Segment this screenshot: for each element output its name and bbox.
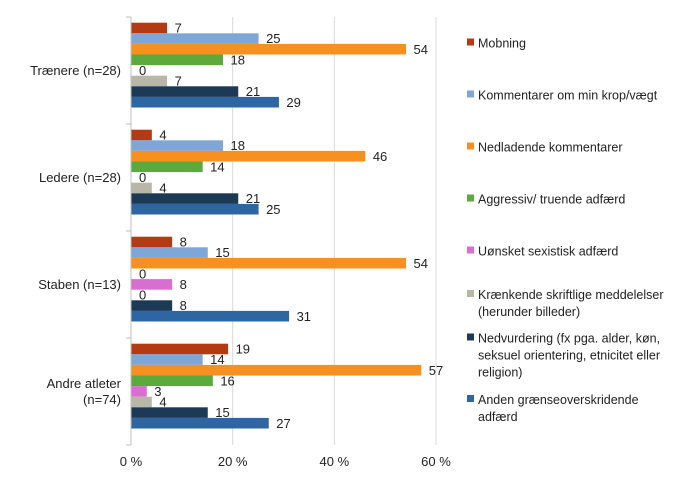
- legend-label-6: Nedvurdering (fx pga. alder, køn, seksuel…: [478, 332, 660, 380]
- value-label-staben-n-13-2: 54: [414, 256, 428, 271]
- bar-ledere-n-28-aggressiv-truende-adfærd: [131, 161, 203, 173]
- bar-andre-atleter-anden-grænseoverskridend: [131, 417, 269, 429]
- bar-trænere-n-28-mobning: [131, 22, 168, 34]
- x-tick-label-2: 40 %: [320, 454, 350, 469]
- legend: Mobning Kommentarer om min krop/vægt Nedla…: [467, 37, 664, 424]
- value-label-andre-atleter-0: 19: [236, 342, 250, 357]
- bar-andre-atleter-aggressiv-truende-adfærd: [131, 375, 213, 387]
- bars: [131, 22, 422, 429]
- legend-swatch-1: [467, 90, 474, 98]
- bar-andre-atleter-kommentarer-om-min-krop-: [131, 354, 203, 365]
- x-tick-label-0: 0 %: [120, 454, 143, 469]
- value-label-andre-atleter-6: 15: [215, 405, 229, 420]
- value-label-andre-atleter-4: 3: [154, 384, 161, 399]
- bar-ledere-n-28-nedladende-kommentarer: [131, 150, 366, 162]
- category-label-staben-n-13: Staben (n=13): [38, 277, 121, 292]
- value-label-ledere-n-28-4: 0: [139, 170, 146, 185]
- y-axis: [126, 16, 132, 446]
- bar-trænere-n-28-nedvurdering-fx-pga-alde: [131, 86, 239, 97]
- bar-trænere-n-28-aggressiv-truende-adfærd: [131, 54, 223, 66]
- bar-ledere-n-28-kommentarer-om-min-krop-: [131, 140, 223, 151]
- bar-andre-atleter-mobning: [131, 343, 229, 355]
- value-label-andre-atleter-5: 4: [159, 395, 166, 410]
- legend-label-7: Anden grænseoverskridende adfærd: [478, 393, 639, 424]
- bar-ledere-n-28-krænkende-skriftlige-med: [131, 182, 152, 194]
- value-label-andre-atleter-2: 57: [429, 363, 443, 378]
- bar-trænere-n-28-kommentarer-om-min-krop-: [131, 33, 259, 44]
- bar-trænere-n-28-krænkende-skriftlige-med: [131, 75, 168, 87]
- value-label-andre-atleter-3: 16: [220, 373, 234, 388]
- value-label-trænere-n-28-1: 25: [266, 31, 280, 46]
- value-label-staben-n-13-7: 31: [297, 309, 311, 324]
- category-label-trænere-n-28: Trænere (n=28): [30, 63, 121, 78]
- value-label-ledere-n-28-2: 46: [373, 149, 387, 164]
- bar-staben-n-13-kommentarer-om-min-krop-: [131, 247, 208, 258]
- x-tick-labels: 0 % 20 % 40 % 60 %: [120, 454, 451, 469]
- legend-swatch-0: [467, 38, 474, 46]
- bar-andre-atleter-nedvurdering-fx-pga-alde: [131, 407, 208, 418]
- legend-swatch-6: [467, 333, 474, 341]
- value-label-ledere-n-28-0: 4: [159, 128, 166, 143]
- value-label-staben-n-13-5: 0: [139, 288, 146, 303]
- bar-staben-n-13-mobning: [131, 236, 173, 248]
- bar-ledere-n-28-mobning: [131, 129, 152, 141]
- bar-ledere-n-28-anden-grænseoverskridend: [131, 203, 259, 215]
- legend-label-3: Aggressiv/ truende adfærd: [478, 193, 625, 207]
- legend-label-2: Nedladende kommentarer: [478, 141, 623, 155]
- bar-staben-n-13-uønsket-sexistisk-adfærd: [131, 279, 173, 290]
- category-label-ledere-n-28: Ledere (n=28): [39, 170, 121, 185]
- value-label-staben-n-13-0: 8: [180, 235, 187, 250]
- bar-trænere-n-28-nedladende-kommentarer: [131, 43, 406, 55]
- value-label-ledere-n-28-1: 18: [231, 138, 245, 153]
- bar-andre-atleter-uønsket-sexistisk-adfærd: [131, 386, 147, 397]
- legend-swatch-2: [467, 142, 474, 150]
- legend-label-5: Krænkende skriftlige meddelelser (herunde…: [478, 288, 664, 319]
- bar-andre-atleter-krænkende-skriftlige-med: [131, 396, 152, 408]
- value-label-andre-atleter-7: 27: [276, 416, 290, 431]
- value-label-staben-n-13-6: 8: [180, 298, 187, 313]
- bar-staben-n-13-anden-grænseoverskridend: [131, 310, 290, 322]
- category-label-andre-atleter: Andre atleter (n=74): [47, 376, 122, 407]
- legend-label-0: Mobning: [478, 37, 526, 51]
- legend-swatch-4: [467, 246, 474, 254]
- bar-staben-n-13-nedladende-kommentarer: [131, 257, 406, 269]
- value-label-ledere-n-28-6: 21: [246, 191, 260, 206]
- x-tick-label-3: 60 %: [421, 454, 451, 469]
- value-label-trænere-n-28-5: 7: [175, 74, 182, 89]
- value-label-ledere-n-28-5: 4: [159, 181, 166, 196]
- value-label-trænere-n-28-6: 21: [246, 84, 260, 99]
- gridlines: [232, 17, 437, 445]
- bar-staben-n-13-nedvurdering-fx-pga-alde: [131, 300, 173, 311]
- value-label-ledere-n-28-3: 14: [210, 159, 224, 174]
- bar-andre-atleter-nedladende-kommentarer: [131, 364, 422, 376]
- value-label-staben-n-13-4: 8: [180, 277, 187, 292]
- legend-swatch-3: [467, 194, 474, 202]
- value-label-ledere-n-28-7: 25: [266, 202, 280, 217]
- value-label-trænere-n-28-0: 7: [175, 21, 182, 36]
- value-labels: 7255418072129418461404212581554080831191…: [139, 21, 443, 431]
- x-tick-label-1: 20 %: [218, 454, 248, 469]
- value-label-andre-atleter-1: 14: [210, 352, 224, 367]
- legend-label-4: Uønsket sexistisk adfærd: [478, 245, 618, 259]
- legend-swatch-5: [467, 290, 474, 297]
- value-label-trænere-n-28-3: 18: [231, 52, 245, 67]
- category-labels: Trænere (n=28) Ledere (n=28) Staben (n=13)…: [30, 63, 122, 407]
- value-label-trænere-n-28-7: 29: [286, 95, 300, 110]
- legend-label-1: Kommentarer om min krop/vægt: [478, 89, 658, 103]
- legend-swatch-7: [467, 395, 474, 402]
- bar-ledere-n-28-nedvurdering-fx-pga-alde: [131, 193, 239, 204]
- value-label-trænere-n-28-2: 54: [414, 42, 428, 57]
- value-label-staben-n-13-1: 15: [215, 245, 229, 260]
- value-label-trænere-n-28-4: 0: [139, 63, 146, 78]
- bar-trænere-n-28-anden-grænseoverskridend: [131, 96, 279, 108]
- value-label-staben-n-13-3: 0: [139, 266, 146, 281]
